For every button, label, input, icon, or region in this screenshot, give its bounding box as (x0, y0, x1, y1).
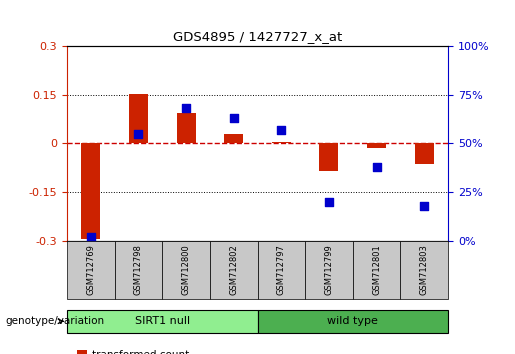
Text: SIRT1 null: SIRT1 null (134, 316, 190, 326)
Title: GDS4895 / 1427727_x_at: GDS4895 / 1427727_x_at (173, 30, 342, 44)
Point (372, 164, 381, 170)
Point (420, 203, 428, 209)
Text: GSM712799: GSM712799 (324, 245, 333, 296)
Point (87, 234, 95, 240)
Bar (305, 241, 353, 299)
Bar (114, 241, 162, 299)
Bar (272, 142, 291, 143)
Text: genotype/variation: genotype/variation (5, 316, 104, 326)
Bar (258, 241, 305, 299)
Bar (319, 143, 338, 171)
Bar (67, 310, 258, 333)
Text: GSM712769: GSM712769 (87, 245, 95, 296)
Text: GSM712800: GSM712800 (182, 245, 191, 296)
Text: GSM712798: GSM712798 (134, 245, 143, 296)
Bar (367, 143, 386, 148)
Text: wild type: wild type (328, 316, 378, 326)
Point (325, 199, 333, 205)
Bar (177, 113, 196, 143)
Bar (129, 94, 148, 143)
Point (134, 131, 143, 136)
Point (230, 115, 238, 121)
Text: GSM712797: GSM712797 (277, 245, 286, 296)
Bar (210, 241, 258, 299)
Bar (162, 241, 210, 299)
Bar (353, 241, 401, 299)
Text: transformed count: transformed count (92, 350, 189, 354)
Bar (415, 143, 434, 165)
Text: GSM712802: GSM712802 (229, 245, 238, 296)
Point (182, 105, 190, 111)
Bar (401, 241, 448, 299)
Bar (258, 310, 448, 333)
Bar (224, 134, 243, 143)
Text: GSM712803: GSM712803 (420, 245, 428, 296)
Bar (67, 241, 115, 299)
Text: GSM712801: GSM712801 (372, 245, 381, 296)
Point (277, 127, 285, 132)
Bar (81, 143, 100, 239)
